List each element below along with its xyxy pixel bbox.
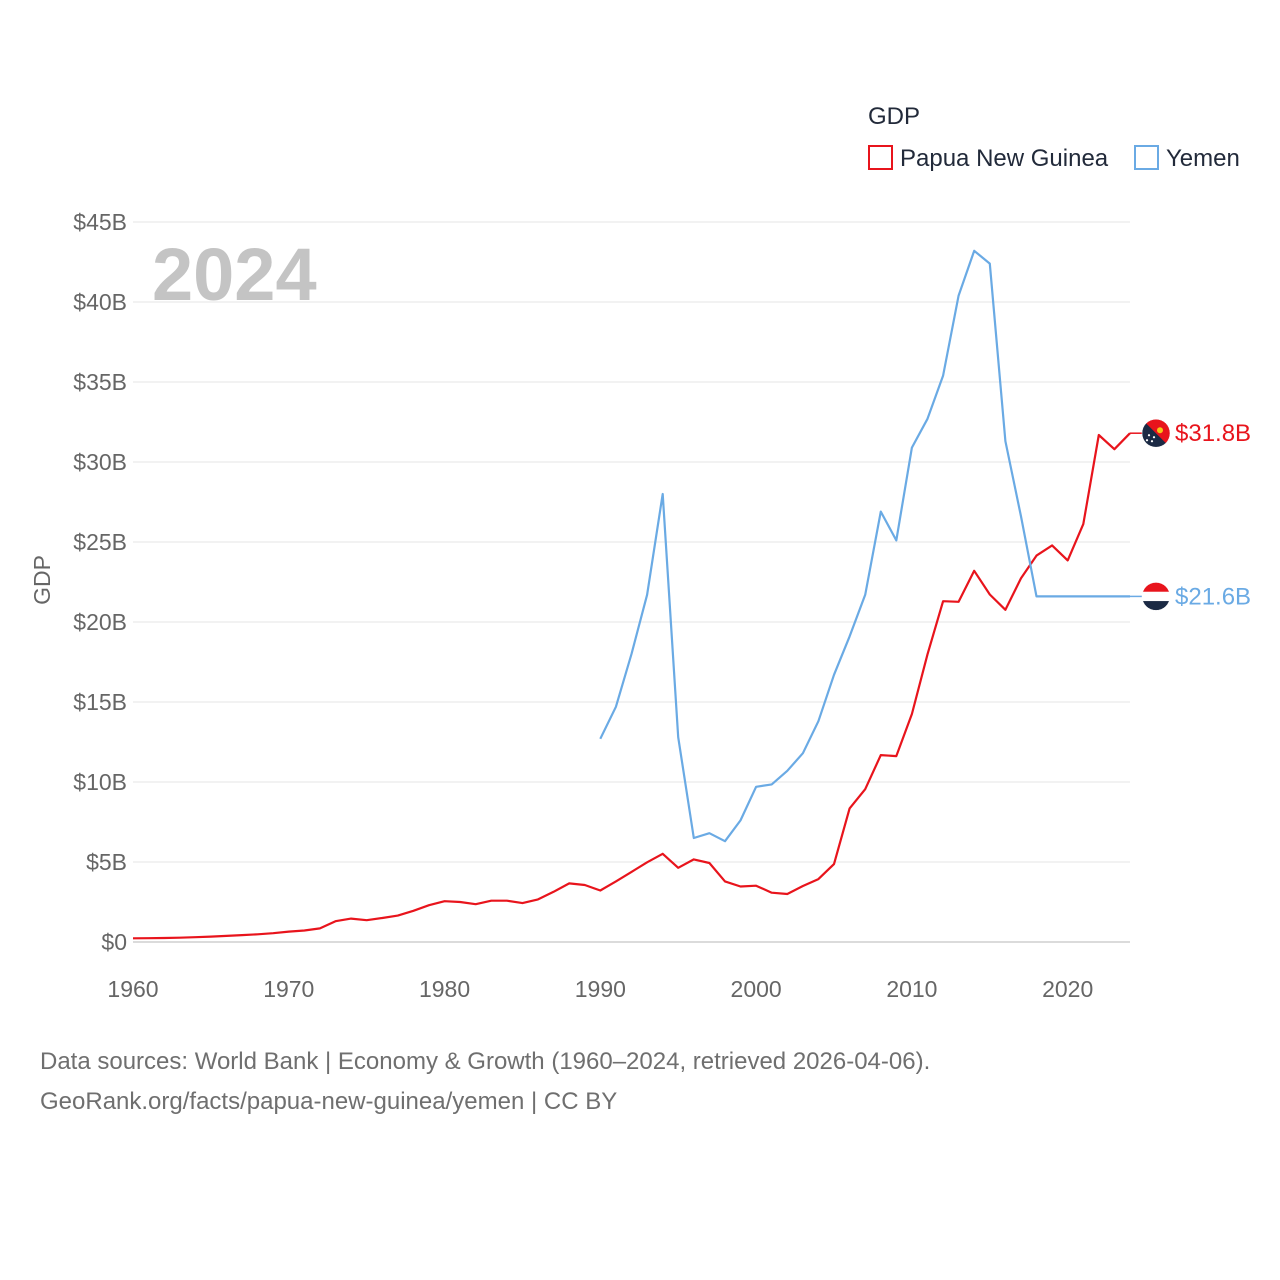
- x-tick-label: 1990: [575, 976, 626, 1002]
- y-tick-label: $25B: [73, 529, 127, 555]
- gridlines: [133, 221, 1130, 943]
- flag-icon-papua-new-guinea: [1142, 419, 1170, 448]
- flag-outline-papua-new-guinea: [1141, 418, 1171, 448]
- gdp-line-chart: $0 $5B $10B $15B $20B $25B $30B $35B $40B $45B 19…: [29, 103, 1251, 1002]
- legend-item-yemen[interactable]: Yemen: [1134, 145, 1240, 172]
- x-tick-label: 2000: [731, 976, 782, 1002]
- series-lines: [132, 249, 1131, 940]
- data-source-note: Data sources: World Bank | Economy & Gro…: [40, 1048, 931, 1075]
- y-tick-label: $45B: [73, 209, 127, 235]
- legend-title: GDP: [868, 103, 920, 130]
- series-line-papua-new-guinea: [132, 432, 1131, 940]
- y-tick-label: $5B: [86, 849, 127, 875]
- series-end-markers: $31.8B $21.6B: [1130, 418, 1251, 611]
- y-tick-label: $35B: [73, 369, 127, 395]
- y-tick-label: $15B: [73, 689, 127, 715]
- x-tick-label: 1960: [107, 976, 158, 1002]
- legend-label-papua-new-guinea: Papua New Guinea: [900, 145, 1109, 172]
- year-label: 2024: [152, 233, 317, 316]
- x-tick-label: 2010: [886, 976, 937, 1002]
- y-tick-label: $30B: [73, 449, 127, 475]
- attribution-link[interactable]: GeoRank.org/facts/papua-new-guinea/yemen…: [40, 1088, 618, 1115]
- legend-swatch-papua-new-guinea: [868, 145, 893, 170]
- y-axis-ticks: $0 $5B $10B $15B $20B $25B $30B $35B $40B $45B: [73, 209, 127, 955]
- legend-item-papua-new-guinea[interactable]: Papua New Guinea: [868, 145, 1109, 172]
- x-tick-label: 1980: [419, 976, 470, 1002]
- legend: GDP Papua New Guinea Yemen: [868, 103, 1240, 172]
- footer: Data sources: World Bank | Economy & Gro…: [40, 1042, 930, 1122]
- x-tick-label: 1970: [263, 976, 314, 1002]
- legend-label-yemen: Yemen: [1166, 145, 1240, 172]
- series-line-yemen: [599, 249, 1130, 843]
- flag-outline-yemen: [1141, 582, 1171, 611]
- y-tick-label: $10B: [73, 769, 127, 795]
- end-value-label-yemen: $21.6B: [1175, 583, 1251, 610]
- x-axis-ticks: 1960 1970 1980 1990 2000 2010 2020: [107, 976, 1093, 1002]
- x-tick-label: 2020: [1042, 976, 1093, 1002]
- flag-icon-yemen: [1142, 582, 1170, 611]
- y-axis-label: GDP: [29, 555, 55, 605]
- y-tick-label: $0: [101, 929, 127, 955]
- end-value-label-papua-new-guinea: $31.8B: [1175, 420, 1251, 447]
- y-tick-label: $20B: [73, 609, 127, 635]
- y-tick-label: $40B: [73, 289, 127, 315]
- legend-swatch-yemen: [1134, 145, 1159, 170]
